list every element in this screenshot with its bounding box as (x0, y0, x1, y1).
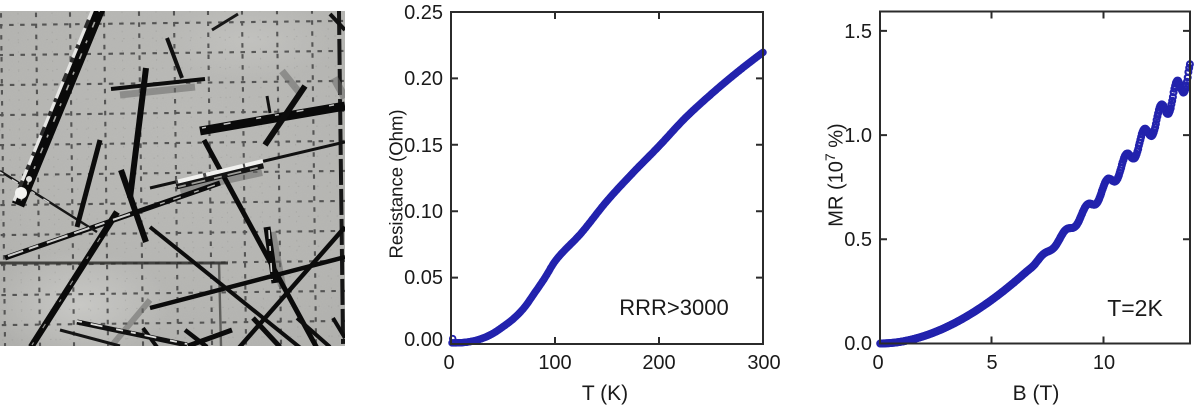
svg-text:Resistance (Ohm): Resistance (Ohm) (386, 109, 407, 258)
svg-text:1.5: 1.5 (844, 21, 872, 43)
svg-text:1.0: 1.0 (844, 125, 872, 147)
svg-text:5: 5 (986, 352, 997, 374)
svg-text:0: 0 (443, 352, 454, 374)
svg-text:MR (107 %): MR (107 %) (822, 123, 848, 226)
svg-text:0.05: 0.05 (404, 267, 443, 289)
svg-text:200: 200 (642, 352, 675, 374)
svg-text:0.0: 0.0 (844, 333, 872, 355)
svg-text:RRR>3000: RRR>3000 (619, 295, 728, 320)
svg-text:T=2K: T=2K (1107, 295, 1163, 321)
svg-text:0.5: 0.5 (844, 229, 872, 251)
svg-text:T (K): T (K) (582, 382, 628, 405)
svg-text:0.10: 0.10 (404, 201, 443, 223)
svg-text:0: 0 (872, 352, 883, 374)
svg-text:0.15: 0.15 (404, 135, 443, 157)
svg-text:300: 300 (747, 352, 780, 374)
svg-text:0.00: 0.00 (404, 329, 443, 351)
svg-text:10: 10 (1093, 352, 1115, 374)
svg-text:100: 100 (538, 352, 571, 374)
svg-text:0.20: 0.20 (404, 68, 443, 90)
svg-text:B (T): B (T) (1013, 382, 1060, 405)
svg-text:0.25: 0.25 (404, 2, 443, 24)
